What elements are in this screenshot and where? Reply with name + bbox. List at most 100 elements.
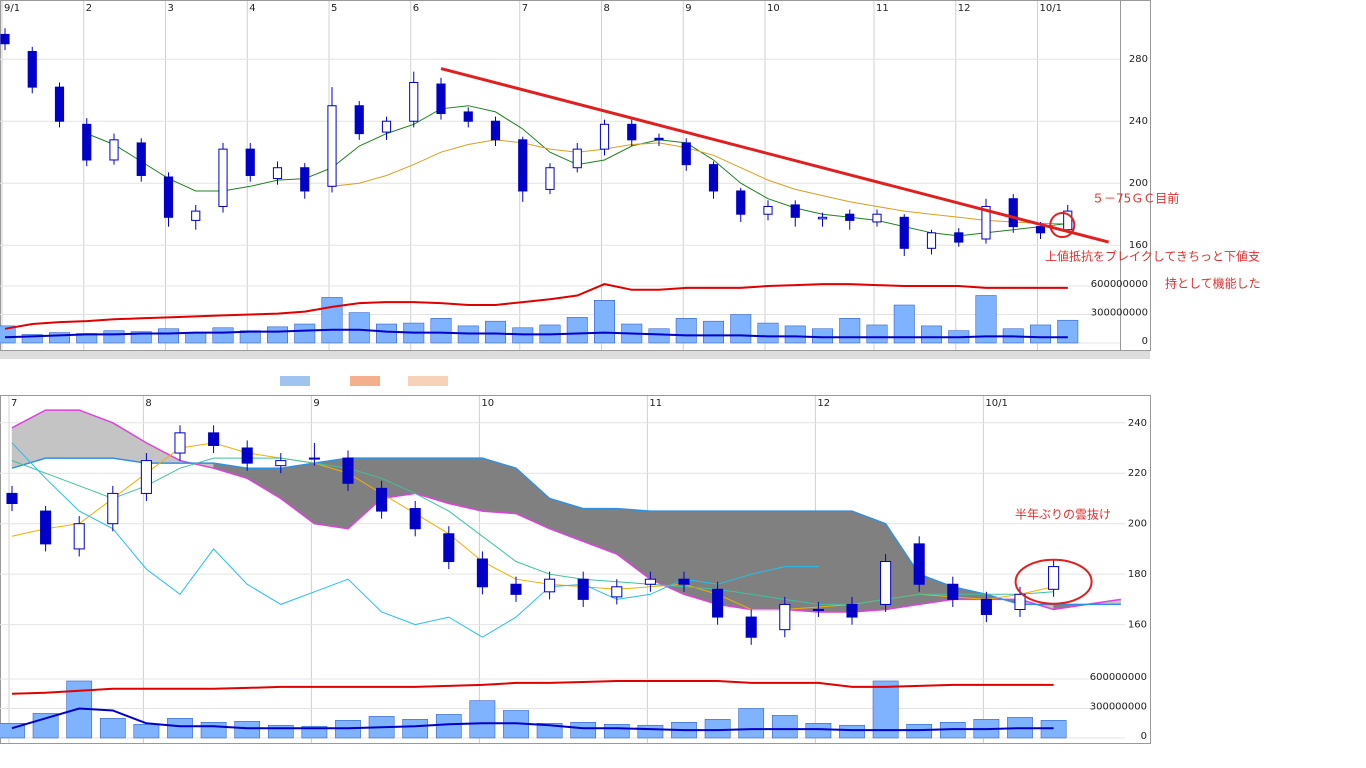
candle-body — [27, 50, 37, 88]
x-tick-label: 6 — [413, 3, 419, 14]
candle-body — [308, 457, 320, 460]
y-tick-label: 280 — [1129, 54, 1148, 65]
candle-body — [678, 578, 690, 585]
x-tick-label: 10 — [481, 398, 494, 409]
toolbar-button[interactable] — [350, 376, 380, 386]
volume-bar — [839, 724, 865, 739]
candle-body — [681, 142, 691, 166]
volume-bar — [805, 723, 832, 739]
volume-bar — [294, 323, 316, 344]
volume-bar — [812, 328, 833, 344]
candle-body — [708, 164, 719, 192]
x-tick-label: 4 — [249, 3, 255, 14]
candle-body — [241, 447, 253, 464]
candle-body — [163, 176, 174, 218]
annotation: ５－75ＧＣ目前 — [1092, 191, 1179, 206]
x-tick-label: 9 — [685, 3, 691, 14]
candle-body — [572, 148, 582, 169]
volume-bar — [771, 715, 798, 739]
volume-bar — [435, 714, 462, 739]
candle-body — [980, 598, 992, 616]
volume-bar — [301, 725, 328, 739]
axis-frame-top — [1120, 0, 1151, 351]
volume-bar — [648, 328, 670, 344]
y-tick-label: 160 — [1128, 620, 1147, 631]
line — [11, 409, 1121, 613]
candle-body — [812, 608, 824, 611]
volume-bar — [975, 295, 997, 344]
candle-body — [899, 216, 909, 249]
volume-bar — [469, 700, 496, 739]
annotation-circle — [1049, 212, 1076, 239]
trendline — [440, 67, 1110, 244]
x-tick-label: 5 — [331, 3, 337, 14]
volume-bar — [738, 708, 765, 739]
annotation: 半年ぶりの雲抜け — [1015, 508, 1111, 522]
x-tick-label: 9 — [313, 398, 319, 409]
volume-bar — [212, 327, 234, 344]
candle-body — [845, 213, 855, 221]
volume-bar — [402, 719, 429, 739]
volume-bar — [594, 300, 615, 344]
candle-body — [0, 33, 10, 45]
toolbar-button[interactable] — [280, 376, 310, 386]
volume-bar — [321, 297, 343, 344]
candle-body — [275, 460, 287, 467]
candle-body — [208, 432, 220, 446]
candle-body — [327, 105, 337, 187]
x-tick-label: 11 — [876, 3, 889, 14]
volume-bar — [1057, 319, 1079, 344]
candle-body — [376, 487, 388, 512]
y-tick-label: 240 — [1129, 116, 1148, 127]
volume-bar — [703, 320, 724, 344]
candle-body — [627, 123, 637, 141]
x-tick-label: 8 — [604, 3, 610, 14]
volume-bar — [133, 723, 160, 739]
cloud — [818, 510, 853, 613]
volume-bar — [0, 325, 16, 344]
toolbar-button[interactable] — [408, 376, 448, 386]
volume-bar — [730, 314, 752, 344]
candle-body — [913, 543, 925, 585]
volume-bar — [906, 723, 933, 739]
volume-bar — [893, 304, 915, 344]
volume-bar — [872, 680, 899, 739]
candle-body — [1008, 198, 1018, 228]
line — [11, 707, 1054, 732]
volume-bar — [1030, 324, 1051, 344]
line — [4, 283, 1068, 330]
annotation: 上値抵抗をブレイクしてきちっと下値支 — [1045, 249, 1260, 264]
cloud — [784, 510, 819, 613]
candle-body — [82, 123, 92, 161]
candle-body — [1035, 226, 1046, 234]
volume-bar — [49, 332, 70, 344]
volume-bar — [267, 326, 288, 344]
line — [331, 139, 1068, 224]
candle-body — [947, 583, 959, 600]
candle-body — [736, 190, 746, 215]
y-tick-label: 0 — [1141, 731, 1147, 742]
candle-body — [763, 205, 773, 215]
volume-bar — [158, 328, 179, 344]
candle-body — [73, 523, 85, 550]
candle-body — [109, 139, 119, 161]
x-tick-label: 11 — [649, 398, 662, 409]
volume-bar — [485, 320, 506, 344]
volume-bar — [566, 317, 588, 344]
annotation-circle — [1014, 558, 1093, 605]
candle-body — [599, 123, 610, 150]
y-tick-label: 180 — [1128, 569, 1147, 580]
candle-body — [872, 213, 882, 223]
x-tick-label: 12 — [958, 3, 971, 14]
y-tick-label: 240 — [1128, 418, 1147, 429]
scrollbar[interactable] — [0, 351, 1150, 359]
candle-body — [654, 137, 664, 141]
candle-body — [409, 81, 419, 122]
y-tick-label: 200 — [1129, 178, 1148, 189]
candle-body — [790, 204, 800, 218]
candle-body — [880, 561, 892, 605]
candle-body — [436, 83, 446, 114]
candle-body — [817, 216, 828, 220]
candle-body — [644, 578, 656, 585]
volume-bar — [348, 312, 370, 344]
